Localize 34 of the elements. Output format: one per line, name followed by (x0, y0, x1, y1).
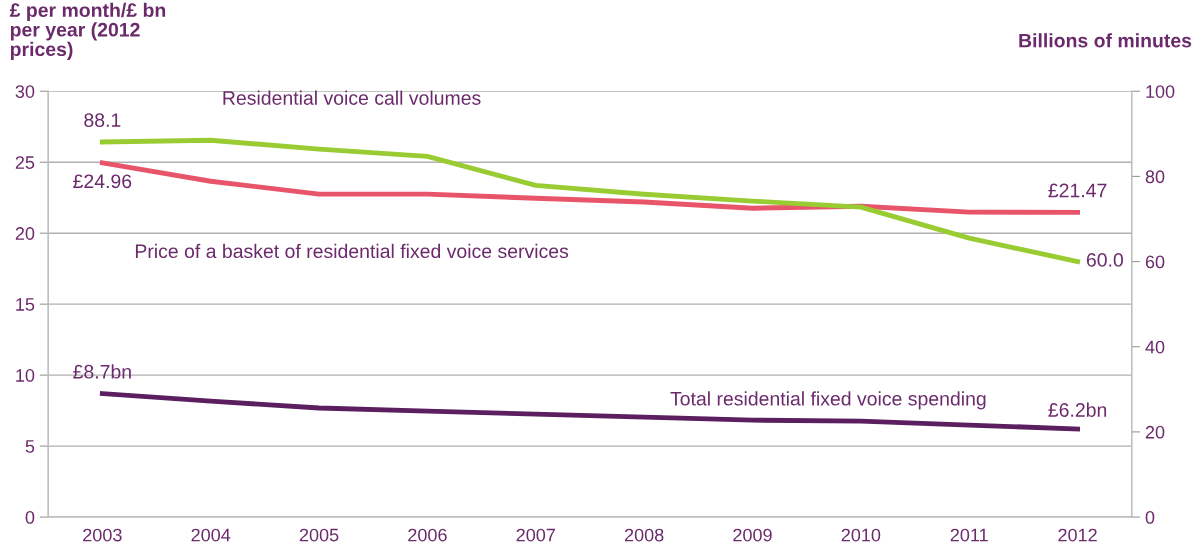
x-tick-label: 2005 (299, 528, 339, 542)
y-tick-label: 25 (15, 156, 35, 169)
y2-tick-label: 20 (1145, 425, 1165, 439)
y2-tick-label: 40 (1145, 340, 1165, 354)
y-tick-label: 30 (15, 85, 35, 98)
y-axis-title: £ per month/£ bn per year (2012 prices) (9, 2, 166, 60)
x-tick-label: 2008 (624, 528, 664, 542)
x-tick-label: 2004 (191, 528, 231, 542)
data-label: £24.96 (73, 174, 132, 189)
x-tick-label: 2012 (1058, 528, 1097, 542)
data-label: 88.1 (84, 113, 121, 127)
x-tick-label: 2011 (950, 528, 988, 542)
data-label: £8.7bn (73, 364, 131, 379)
y-tick-label: 10 (16, 369, 35, 382)
x-tick-label: 2010 (841, 528, 881, 542)
text: Price of a basket of residential fixed voice services (135, 243, 569, 259)
y2-tick-label: 60 (1145, 255, 1165, 269)
y-tick-label: 15 (16, 298, 35, 311)
x-tick-label: 2003 (83, 528, 122, 542)
series-label: Residential voice call volumes (223, 90, 481, 105)
series-label: Total residential fixed voice spending (670, 391, 986, 410)
data-label: 60.0 (1086, 253, 1123, 267)
y-tick-label: 5 (25, 440, 35, 453)
data-label: £21.47 (1048, 183, 1107, 198)
y2-tick-label: 0 (1145, 510, 1155, 524)
x-tick-label: 2006 (408, 528, 447, 542)
y2-tick-label: 100 (1146, 85, 1175, 98)
data-label: £6.2bn (1048, 402, 1107, 417)
y2-axis-title: Billions of minutes (1019, 33, 1192, 48)
x-tick-label: 2007 (516, 528, 555, 542)
x-tick-label: 2009 (733, 528, 772, 542)
y-tick-label: 20 (15, 227, 35, 240)
y-tick-label: 0 (25, 510, 35, 524)
y2-tick-label: 80 (1145, 170, 1165, 184)
